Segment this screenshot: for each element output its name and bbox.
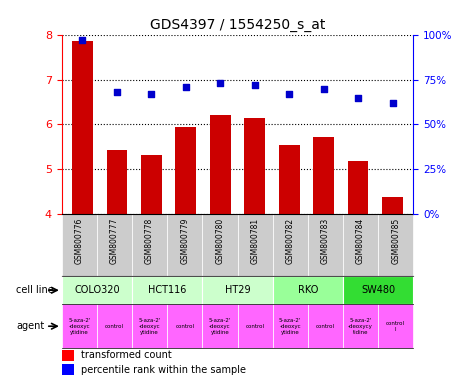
Text: 5-aza-2'
-deoxycy
tidine: 5-aza-2' -deoxycy tidine	[348, 318, 373, 334]
Text: control: control	[105, 324, 124, 329]
Bar	[72, 41, 93, 214]
Text: cell line: cell line	[16, 285, 54, 295]
Point	[354, 94, 362, 101]
Bar	[132, 214, 167, 276]
Bar	[314, 137, 334, 214]
Text: 5-aza-2'
-deoxyc
ytidine: 5-aza-2' -deoxyc ytidine	[209, 318, 231, 334]
Bar	[343, 276, 413, 305]
Point	[217, 80, 224, 86]
Text: control
l: control l	[386, 321, 405, 332]
Bar	[202, 305, 238, 348]
Text: GSM800776: GSM800776	[75, 217, 84, 264]
Point	[320, 86, 327, 92]
Text: COLO320: COLO320	[74, 285, 120, 295]
Text: GSM800777: GSM800777	[110, 217, 119, 264]
Text: SW480: SW480	[361, 285, 395, 295]
Bar	[378, 305, 413, 348]
Text: GSM800780: GSM800780	[216, 217, 224, 264]
Bar	[348, 161, 369, 214]
Text: GSM800779: GSM800779	[180, 217, 189, 264]
Text: percentile rank within the sample: percentile rank within the sample	[81, 364, 246, 374]
Bar	[62, 364, 74, 375]
Text: GSM800784: GSM800784	[356, 217, 365, 264]
Bar	[308, 214, 343, 276]
Bar	[62, 276, 132, 305]
Text: GSM800785: GSM800785	[391, 217, 400, 264]
Text: control: control	[246, 324, 265, 329]
Point	[251, 82, 258, 88]
Point	[389, 100, 396, 106]
Text: GSM800781: GSM800781	[251, 217, 259, 264]
Bar	[167, 214, 202, 276]
Bar	[273, 305, 308, 348]
Text: HCT116: HCT116	[148, 285, 186, 295]
Bar	[175, 127, 196, 214]
Point	[182, 84, 190, 90]
Bar	[132, 276, 202, 305]
Bar	[238, 214, 273, 276]
Bar	[273, 276, 343, 305]
Text: GSM800778: GSM800778	[145, 217, 154, 264]
Bar	[62, 214, 97, 276]
Title: GDS4397 / 1554250_s_at: GDS4397 / 1554250_s_at	[150, 18, 325, 32]
Bar	[167, 305, 202, 348]
Text: 5-aza-2'
-deoxyc
ytidine: 5-aza-2' -deoxyc ytidine	[279, 318, 302, 334]
Bar	[62, 305, 97, 348]
Bar	[279, 145, 300, 214]
Bar	[141, 155, 162, 214]
Bar	[62, 350, 74, 361]
Point	[285, 91, 293, 97]
Point	[113, 89, 121, 95]
Bar	[273, 214, 308, 276]
Text: agent: agent	[16, 321, 44, 331]
Text: 5-aza-2'
-deoxyc
ytidine: 5-aza-2' -deoxyc ytidine	[138, 318, 161, 334]
Bar	[106, 150, 127, 214]
Text: GSM800783: GSM800783	[321, 217, 330, 264]
Text: transformed count: transformed count	[81, 351, 172, 361]
Text: control: control	[316, 324, 335, 329]
Bar	[202, 276, 273, 305]
Bar	[238, 305, 273, 348]
Text: 5-aza-2'
-deoxyc
ytidine: 5-aza-2' -deoxyc ytidine	[68, 318, 91, 334]
Bar	[343, 305, 378, 348]
Text: GSM800782: GSM800782	[286, 217, 294, 264]
Bar	[97, 214, 132, 276]
Text: RKO: RKO	[298, 285, 318, 295]
Bar	[343, 214, 378, 276]
Point	[148, 91, 155, 97]
Text: control: control	[175, 324, 194, 329]
Point	[79, 37, 86, 43]
Bar	[202, 214, 238, 276]
Bar	[210, 114, 230, 214]
Bar	[97, 305, 132, 348]
Text: HT29: HT29	[225, 285, 250, 295]
Bar	[308, 305, 343, 348]
Bar	[378, 214, 413, 276]
Bar	[382, 197, 403, 214]
Bar	[245, 118, 265, 214]
Bar	[132, 305, 167, 348]
